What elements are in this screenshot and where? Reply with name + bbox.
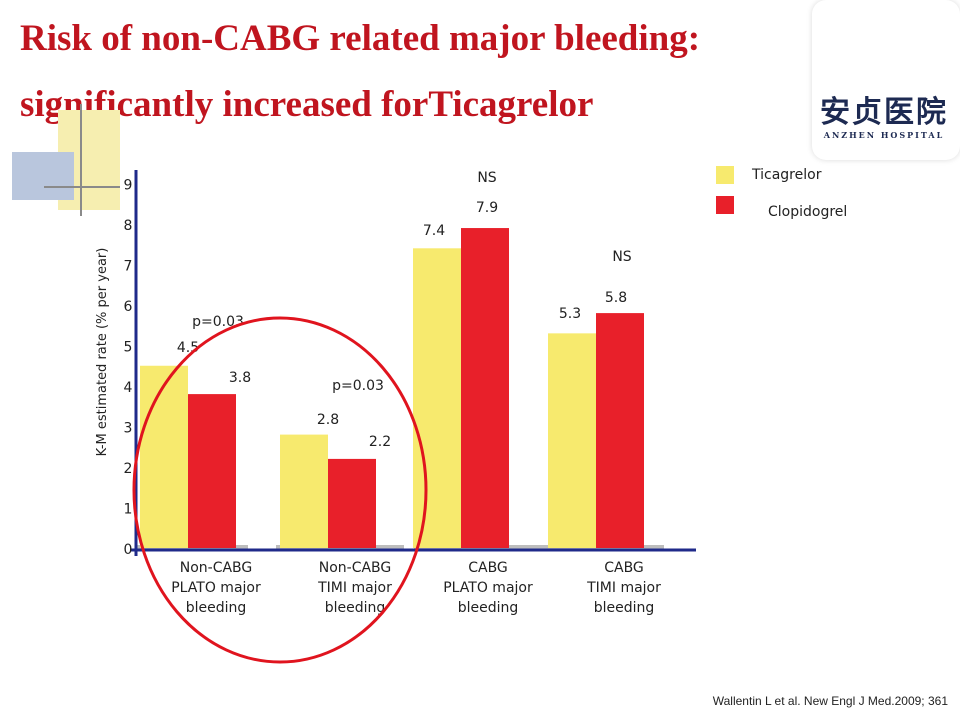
decor-line-vertical (80, 104, 82, 216)
highlight-ellipse (132, 316, 428, 664)
annotation-non-cabg-timi: p=0.03 (332, 378, 384, 394)
annotation-cabg-plato: NS (477, 170, 496, 186)
value-label-clopidogrel-non-cabg-plato: 3.8 (229, 370, 251, 386)
hospital-logo (812, 0, 960, 160)
y-axis-label: K-M estimated rate (% per year) (95, 248, 110, 457)
value-label-clopidogrel-cabg-plato: 7.9 (476, 200, 498, 216)
category-label-non-cabg-plato-0: Non-CABG (180, 560, 253, 576)
category-label-cabg-timi-1: TIMI major (586, 580, 661, 596)
page-title: Risk of non-CABG related major bleeding:… (20, 6, 820, 138)
category-label-non-cabg-timi-0: Non-CABG (319, 560, 392, 576)
bar-ticagrelor-non-cabg-plato (140, 365, 188, 548)
y-tick-label-2: 2 (124, 461, 133, 477)
category-label-non-cabg-plato-1: PLATO major (171, 580, 261, 596)
legend-swatch-ticagrelor (716, 166, 734, 184)
category-label-non-cabg-timi-1: TIMI major (317, 580, 392, 596)
bar-clopidogrel-non-cabg-plato (188, 394, 236, 548)
y-tick-label-8: 8 (124, 218, 133, 234)
bar-clopidogrel-cabg-timi (596, 313, 644, 548)
y-tick-label-3: 3 (124, 421, 133, 437)
value-label-ticagrelor-non-cabg-timi: 2.8 (317, 412, 339, 428)
category-label-cabg-timi-2: bleeding (594, 600, 655, 616)
category-label-non-cabg-timi-2: bleeding (325, 600, 386, 616)
y-tick-label-9: 9 (124, 178, 133, 194)
y-tick-label-0: 0 (124, 542, 133, 558)
annotation-non-cabg-plato: p=0.03 (192, 314, 244, 330)
decor-line-horizontal (44, 186, 120, 188)
title-line-1: Risk of non-CABG related major bleeding: (20, 18, 701, 59)
decor-square-blue (12, 152, 74, 200)
legend-label-clopidogrel: Clopidogrel (768, 204, 848, 220)
y-tick-label-4: 4 (124, 380, 133, 396)
y-tick-label-7: 7 (124, 259, 133, 275)
legend-swatch-clopidogrel (716, 196, 734, 214)
legend-label-ticagrelor: Ticagrelor (752, 167, 822, 183)
citation: Wallentin L et al. New Engl J Med.2009; … (712, 694, 948, 708)
y-tick-label-6: 6 (124, 299, 133, 315)
bar-ticagrelor-non-cabg-timi (280, 434, 328, 548)
category-label-non-cabg-plato-2: bleeding (186, 600, 247, 616)
hospital-logo-english: ANZHEN HOSPITAL (823, 130, 945, 140)
bar-clopidogrel-non-cabg-timi (328, 458, 376, 548)
annotation-cabg-timi: NS (612, 249, 631, 265)
bar-ticagrelor-cabg-plato (413, 248, 461, 549)
hospital-logo-chinese: 安贞医院 (820, 95, 948, 130)
y-tick-label-5: 5 (124, 340, 133, 356)
y-tick-label-1: 1 (124, 502, 133, 518)
category-label-cabg-plato-2: bleeding (458, 600, 519, 616)
category-label-cabg-plato-0: CABG (468, 560, 508, 576)
bar-clopidogrel-cabg-plato (461, 228, 509, 549)
category-label-cabg-plato-1: PLATO major (443, 580, 533, 596)
value-label-clopidogrel-cabg-timi: 5.8 (605, 290, 627, 306)
value-label-clopidogrel-non-cabg-timi: 2.2 (369, 434, 391, 450)
category-label-cabg-timi-0: CABG (604, 560, 644, 576)
value-label-ticagrelor-cabg-timi: 5.3 (559, 306, 581, 322)
value-label-ticagrelor-cabg-plato: 7.4 (423, 223, 445, 239)
bar-ticagrelor-cabg-timi (548, 333, 596, 548)
